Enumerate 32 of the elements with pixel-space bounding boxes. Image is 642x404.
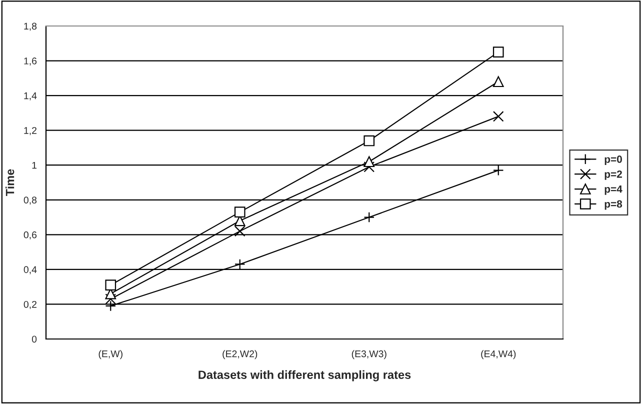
y-tick-label: 0,8 <box>24 196 37 205</box>
legend-label: p=4 <box>604 185 622 195</box>
point <box>234 258 246 270</box>
y-tick-label: 0,4 <box>24 266 37 274</box>
x-tick-label: (E3,W3) <box>352 350 386 360</box>
point <box>364 212 375 223</box>
point <box>492 46 504 58</box>
x-tick-label: (E2,W2) <box>222 350 258 360</box>
y-tick-label: 1 <box>32 162 36 169</box>
y-tick-label: 1,2 <box>24 127 36 136</box>
y-tick-label: 0,6 <box>24 231 37 240</box>
y-tick-label: 0 <box>32 336 37 343</box>
y-tick-label: 1,8 <box>24 22 37 31</box>
y-tick-label: 0,2 <box>24 300 36 309</box>
point <box>492 164 504 176</box>
x-axis-title: Datasets with different sampling rates <box>198 370 411 382</box>
y-tick-label: 1,4 <box>24 92 37 100</box>
legend-label: p=8 <box>604 200 622 210</box>
y-axis-title: Time <box>6 169 14 196</box>
x-tick-label: (E4,W4) <box>481 350 516 360</box>
x-tick-label: (E,W) <box>98 350 122 360</box>
legend-label: p=2 <box>604 170 622 180</box>
point <box>364 156 375 168</box>
point <box>234 206 246 218</box>
point <box>364 161 375 172</box>
point <box>105 280 116 291</box>
legend-label: p=0 <box>604 156 622 165</box>
point <box>234 226 246 237</box>
point <box>492 111 504 122</box>
y-tick-label: 1,6 <box>24 58 37 66</box>
point <box>364 135 375 146</box>
point <box>492 76 504 88</box>
